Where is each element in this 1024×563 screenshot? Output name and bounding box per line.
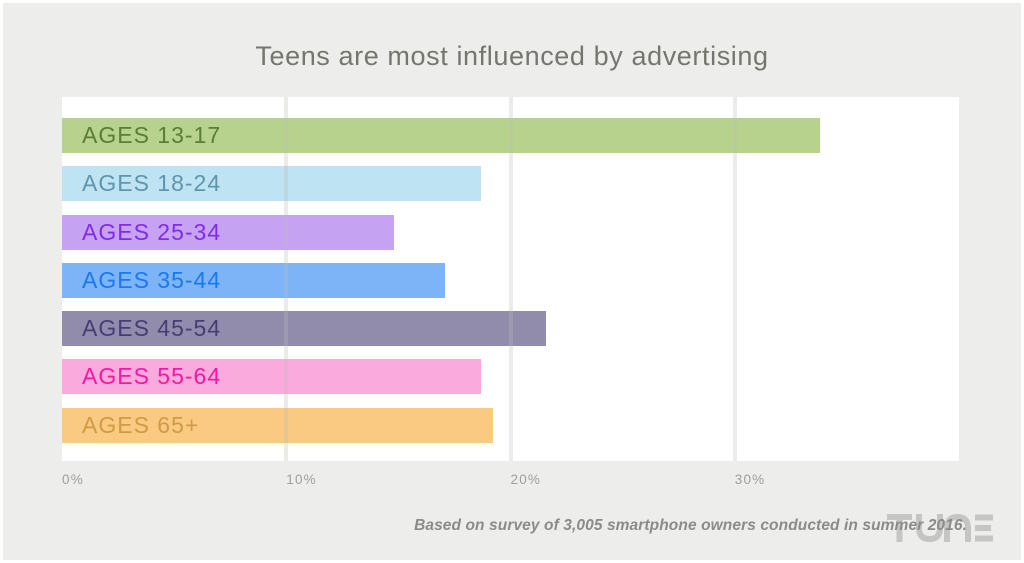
x-tick-10: 10%	[286, 472, 317, 487]
bar-ages-13-17: AGES 13-17	[62, 118, 820, 153]
bar-ages-25-34: AGES 25-34	[62, 214, 394, 250]
x-tick-30: 30%	[734, 472, 766, 487]
logo-letter-e	[975, 514, 993, 542]
plot-area: AGES 13-17 AGES 18-24 AGES 25-34 AGES 35-44…	[62, 97, 993, 542]
bar-group: AGES 13-17 AGES 18-24 AGES 25-34 AGES 35-44…	[62, 97, 959, 461]
bar-row: AGES 18-24	[62, 166, 959, 202]
x-axis-ticks: 0% 10% 20% 30%	[62, 472, 959, 492]
bar-label: AGES 13-17	[82, 122, 222, 148]
bar-row: AGES 35-44	[62, 262, 959, 298]
bar-ages-35-44: AGES 35-44	[62, 262, 446, 298]
bar-ages-65-: AGES 65+	[62, 407, 493, 443]
bar-label: AGES 55-64	[82, 363, 222, 390]
chart-title: Teens are most influenced by advertising	[255, 41, 769, 71]
x-tick-20: 20%	[510, 472, 542, 487]
bar-row: AGES 65+	[62, 407, 959, 443]
tune-logo	[887, 514, 993, 542]
bar-ages-55-64: AGES 55-64	[62, 359, 482, 395]
logo-letter-n	[944, 514, 971, 542]
x-tick-0: 0%	[62, 472, 84, 487]
source-footnote: Based on survey of 3,005 smartphone owne…	[414, 517, 967, 534]
bar-label: AGES 65+	[82, 411, 200, 438]
bar-row: AGES 45-54	[62, 311, 959, 347]
bar-row: AGES 13-17	[62, 118, 959, 153]
bar-ages-18-24: AGES 18-24	[62, 166, 482, 202]
bar-ages-45-54: AGES 45-54	[62, 311, 547, 347]
bar-label: AGES 25-34	[82, 218, 222, 245]
bar-row: AGES 25-34	[62, 214, 959, 250]
bar-row: AGES 55-64	[62, 359, 959, 395]
logo-letter-u	[916, 514, 943, 542]
bar-label: AGES 18-24	[82, 170, 222, 197]
bar-label: AGES 35-44	[82, 266, 222, 293]
bar-label: AGES 45-54	[82, 315, 222, 342]
